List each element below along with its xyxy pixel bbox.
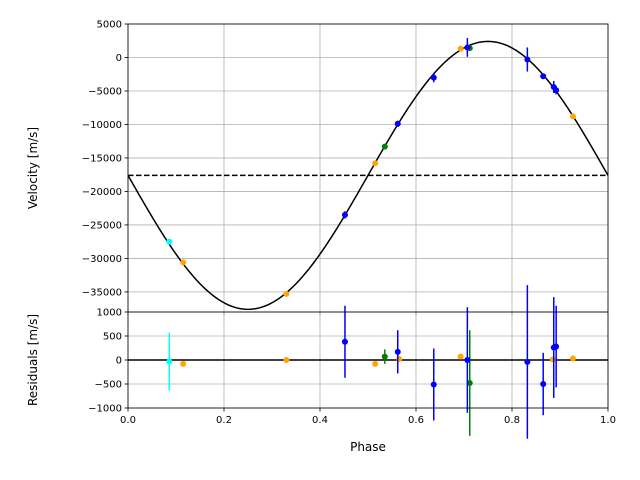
residuals-panel: −1000 −500 0 500 1000 0.0 0.2 0.4 0.6 0.8 1.0 Resi… (26, 285, 616, 454)
data-point (430, 381, 437, 388)
data-point (430, 74, 437, 81)
x-tick-label: 0.4 (312, 415, 328, 426)
y-tick-label: 0 (116, 356, 122, 367)
x-tick-label: 0.2 (216, 415, 232, 426)
data-point (381, 143, 388, 150)
data-point (283, 357, 290, 363)
data-point (569, 355, 576, 362)
y-tick-label: 0 (116, 53, 122, 64)
velocity-ticks: −35000 −30000 −25000 −20000 −15000 −10000 −500… (82, 20, 609, 316)
velocity-panel: −35000 −30000 −25000 −20000 −15000 −10000 −500… (26, 20, 609, 316)
data-point (372, 360, 379, 367)
data-point (524, 358, 531, 365)
y-tick-label: −20000 (82, 187, 122, 198)
y-tick-label: −1000 (88, 404, 122, 415)
data-point (540, 381, 547, 387)
data-point (283, 290, 290, 297)
y-tick-label: −30000 (82, 254, 122, 265)
data-point (166, 238, 173, 245)
data-point (549, 356, 556, 363)
data-point (553, 87, 560, 94)
velocity-data-points (166, 38, 576, 297)
data-point (341, 211, 348, 218)
data-point (394, 120, 401, 127)
data-point (553, 343, 560, 350)
data-point (540, 73, 547, 80)
data-point (464, 44, 471, 51)
data-point (372, 160, 379, 167)
data-point (457, 353, 464, 360)
residuals-data-points (166, 285, 576, 439)
data-point (524, 56, 531, 63)
data-point (569, 113, 576, 120)
x-tick-label: 1.0 (600, 415, 616, 426)
y-tick-label: 1000 (97, 308, 122, 319)
residuals-ticks: −1000 −500 0 500 1000 0.0 0.2 0.4 0.6 0.8 1.0 (88, 308, 616, 427)
x-axis-label: Phase (350, 440, 386, 454)
data-point (180, 360, 187, 367)
y-tick-label: −25000 (82, 220, 122, 231)
y-tick-label: 5000 (97, 20, 122, 31)
data-point (180, 259, 187, 266)
data-point (381, 353, 388, 360)
data-point (466, 380, 473, 387)
data-point (166, 358, 173, 365)
y-tick-label: −10000 (82, 120, 122, 131)
y-tick-label: −15000 (82, 153, 122, 164)
data-point (457, 45, 464, 52)
y-tick-label: −35000 (82, 287, 122, 298)
x-tick-label: 0.6 (408, 415, 424, 426)
x-tick-label: 0.0 (120, 415, 136, 426)
data-point (341, 338, 348, 345)
residuals-y-axis-label: Residuals [m/s] (26, 314, 40, 406)
data-point (394, 348, 401, 355)
data-point (464, 357, 471, 363)
y-tick-label: −500 (95, 380, 122, 391)
velocity-y-axis-label: Velocity [m/s] (26, 127, 40, 209)
y-tick-label: 500 (103, 332, 122, 343)
y-tick-label: −5000 (88, 86, 122, 97)
x-tick-label: 0.8 (504, 415, 520, 426)
